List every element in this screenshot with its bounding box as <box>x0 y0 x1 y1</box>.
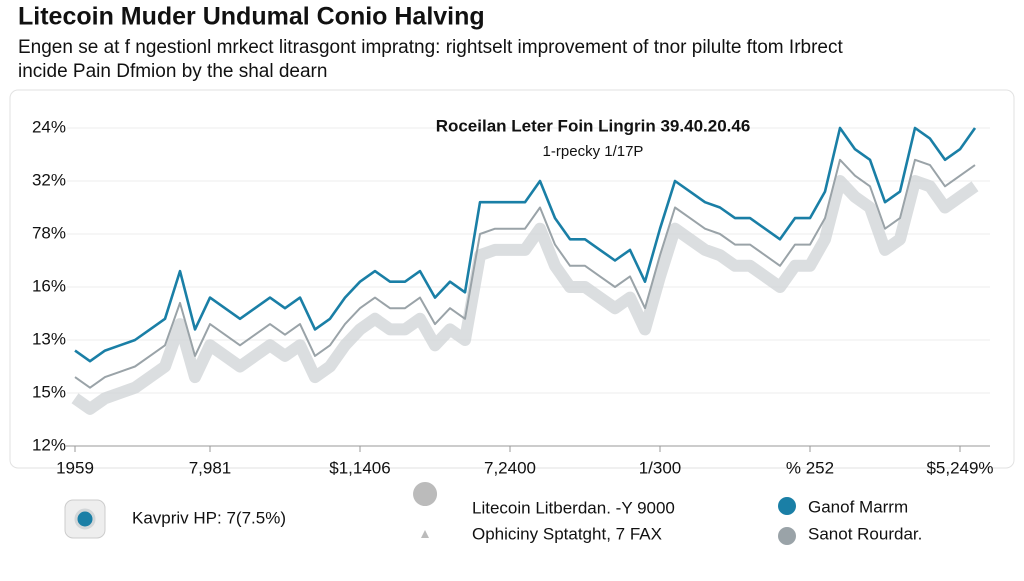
annotation-sub: 1-rpecky 1/17P <box>543 143 644 160</box>
x-tick-label: 7,981 <box>189 458 232 477</box>
chart-subtitle: Engen se at f ngestionl mrkect litrasgon… <box>18 37 843 58</box>
y-tick-label: 15% <box>32 382 66 401</box>
x-tick-label: $5,249% <box>926 458 993 477</box>
x-tick-label: 1959 <box>56 458 94 477</box>
legend-note-icon <box>413 482 438 538</box>
annotation: Roceilan Leter Foin Lingrin 39.40.20.46 <box>436 116 751 135</box>
legend-note: Ophiciny Sptatght, 7 FAX <box>472 524 662 543</box>
legend-note: Litecoin Litberdan. -Y 9000 <box>472 498 675 517</box>
x-tick-label: 7,2400 <box>484 458 536 477</box>
legend-label: Ganof Marrm <box>808 497 908 516</box>
legend-swatch <box>74 508 96 530</box>
chart-title: Litecoin Muder Undumal Conio Halving <box>18 3 485 31</box>
y-tick-label: 24% <box>32 117 66 136</box>
y-tick-label: 32% <box>32 170 66 189</box>
series-line <box>74 126 977 363</box>
x-tick-label: % 252 <box>786 458 834 477</box>
plot-area: 12% 15% 13% 16% 78% 32% 24% 1959 7,981 $1,1406 7,2… <box>32 117 994 477</box>
y-tick-label: 12% <box>32 435 66 454</box>
x-tick-label: $1,1406 <box>329 458 390 477</box>
legend-swatch <box>778 497 796 515</box>
series-line <box>74 158 976 389</box>
y-tick-label: 78% <box>32 223 66 242</box>
plot-frame <box>9 89 1015 469</box>
x-tick-label: 1/300 <box>639 458 682 477</box>
y-tick-label: 16% <box>32 276 66 295</box>
chart-subtitle: incide Pain Dfmion by the shal dearn <box>18 61 327 82</box>
legend-label: Sanot Rourdar. <box>808 524 922 543</box>
y-tick-label: 13% <box>32 329 66 348</box>
legend-label: Kavpriv HP: 7(7.5%) <box>132 508 286 527</box>
legend-swatch <box>778 527 796 545</box>
series-line <box>71 175 979 415</box>
